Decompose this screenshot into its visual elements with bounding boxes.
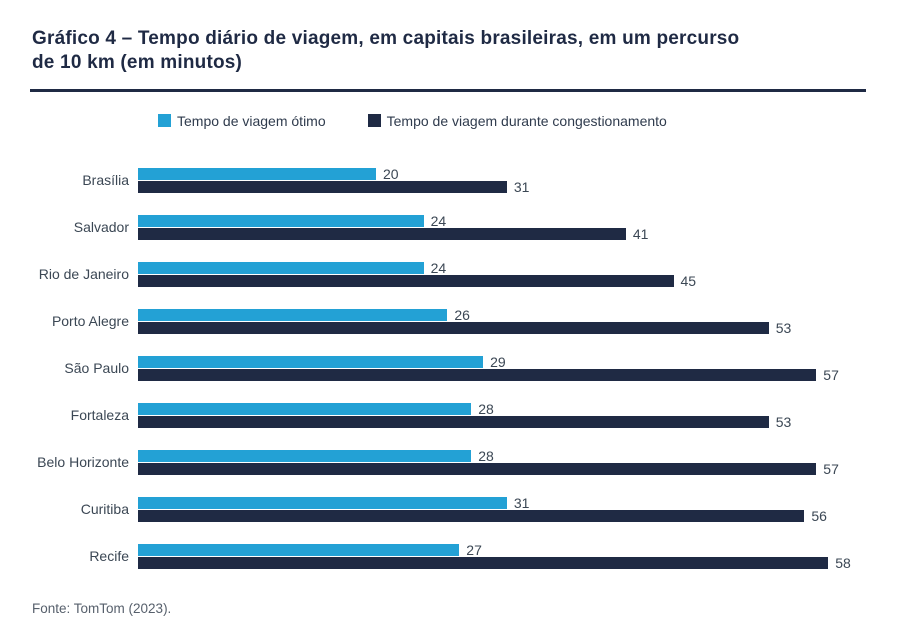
- bar-congestion: [138, 462, 817, 475]
- legend-swatch-navy-icon: [367, 114, 381, 128]
- bar-line-congestion: 56: [138, 507, 852, 524]
- category-label: São Paulo: [64, 360, 129, 377]
- bar-group: Curitiba 31 56: [32, 494, 886, 524]
- bar-line-optimal: 24: [138, 259, 852, 276]
- bar-line-optimal: 26: [138, 306, 852, 323]
- bar-line-congestion: 58: [138, 554, 852, 571]
- bar-optimal: [138, 449, 472, 462]
- category-label: Fortaleza: [70, 407, 129, 424]
- bar-congestion: [138, 415, 769, 428]
- title-underline: [30, 88, 866, 92]
- page-title-line1: Gráfico 4 – Tempo diário de viagem, em c…: [32, 27, 740, 49]
- bar-line-optimal: 20: [138, 165, 852, 182]
- bar-line-optimal: 31: [138, 494, 852, 511]
- bar-line-optimal: 29: [138, 353, 852, 370]
- bar-pair: 24 45: [138, 259, 852, 289]
- bar-pair: 28 57: [138, 447, 852, 477]
- bar-group: Fortaleza 28 53: [32, 400, 886, 430]
- chart-rows: Brasília 20 31 Salvador 24 41 Rio: [32, 165, 886, 571]
- category-label: Recife: [89, 548, 129, 565]
- bar-group: São Paulo 29 57: [32, 353, 886, 383]
- value-label-optimal: 24: [430, 259, 447, 276]
- legend-label-optimal: Tempo de viagem ótimo: [177, 112, 326, 129]
- page-title-line2: de 10 km (em minutos): [32, 52, 243, 74]
- bar-congestion: [138, 180, 507, 193]
- value-label-optimal: 27: [466, 541, 482, 558]
- bar-line-congestion: 41: [138, 225, 852, 242]
- bar-line-congestion: 31: [138, 178, 852, 195]
- bar-optimal: [138, 214, 424, 227]
- bar-optimal: [138, 167, 376, 180]
- bar-congestion: [138, 274, 674, 287]
- bar-pair: 29 57: [138, 353, 852, 383]
- bar-pair: 20 31: [138, 165, 852, 195]
- value-label-optimal: 28: [478, 400, 494, 417]
- value-label-congestion: 53: [775, 413, 792, 430]
- bar-line-congestion: 57: [138, 460, 852, 477]
- bar-pair: 31 56: [138, 494, 852, 524]
- bar-group: Belo Horizonte 28 57: [32, 447, 886, 477]
- bar-congestion: [138, 227, 626, 240]
- bar-group: Rio de Janeiro 24 45: [32, 259, 886, 289]
- bar-line-optimal: 28: [138, 400, 852, 417]
- bar-pair: 28 53: [138, 400, 852, 430]
- category-label: Curitiba: [80, 501, 129, 518]
- bar-group: Porto Alegre 26 53: [32, 306, 886, 336]
- category-label: Belo Horizonte: [37, 454, 129, 471]
- bar-line-congestion: 45: [138, 272, 852, 289]
- value-label-congestion: 31: [513, 178, 530, 195]
- category-label: Salvador: [73, 219, 129, 236]
- bar-optimal: [138, 543, 460, 556]
- bar-congestion: [138, 509, 805, 522]
- value-label-congestion: 53: [775, 319, 792, 336]
- bar-congestion: [138, 556, 829, 569]
- value-label-optimal: 31: [513, 494, 530, 511]
- bar-optimal: [138, 355, 484, 368]
- bar-optimal: [138, 261, 424, 274]
- value-label-optimal: 29: [490, 353, 506, 370]
- source-note: Fonte: TomTom (2023).: [32, 600, 172, 616]
- chart-legend: Tempo de viagem ótimo Tempo de viagem du…: [158, 113, 886, 129]
- bar-pair: 27 58: [138, 541, 852, 571]
- bar-optimal: [138, 402, 472, 415]
- value-label-congestion: 57: [823, 366, 839, 383]
- bar-pair: 26 53: [138, 306, 852, 336]
- page-title: Gráfico 4 – Tempo diário de viagem, em c…: [32, 27, 886, 76]
- value-label-optimal: 24: [430, 212, 447, 229]
- bar-congestion: [138, 321, 769, 334]
- value-label-optimal: 20: [383, 165, 399, 182]
- value-label-congestion: 56: [811, 507, 827, 524]
- value-label-optimal: 28: [478, 447, 494, 464]
- category-label: Porto Alegre: [51, 313, 129, 330]
- legend-item-optimal: Tempo de viagem ótimo: [158, 113, 326, 129]
- bar-optimal: [138, 496, 507, 509]
- bar-line-congestion: 57: [138, 366, 852, 383]
- value-label-congestion: 57: [823, 460, 839, 477]
- bar-group: Recife 27 58: [32, 541, 886, 571]
- bar-line-optimal: 24: [138, 212, 852, 229]
- legend-label-congestion: Tempo de viagem durante congestionamento: [386, 112, 667, 129]
- bar-group: Brasília 20 31: [32, 165, 886, 195]
- bar-line-optimal: 27: [138, 541, 852, 558]
- bar-line-congestion: 53: [138, 319, 852, 336]
- value-label-optimal: 26: [454, 306, 470, 323]
- value-label-congestion: 45: [680, 272, 697, 289]
- value-label-congestion: 58: [835, 554, 851, 571]
- bar-congestion: [138, 368, 817, 381]
- legend-swatch-blue-icon: [158, 114, 171, 128]
- category-label: Brasília: [82, 172, 129, 189]
- legend-item-congestion: Tempo de viagem durante congestionamento: [367, 112, 667, 129]
- bar-chart: Brasília 20 31 Salvador 24 41 Rio: [32, 165, 886, 571]
- bar-pair: 24 41: [138, 212, 852, 242]
- bar-line-optimal: 28: [138, 447, 852, 464]
- value-label-congestion: 41: [632, 225, 649, 242]
- bar-group: Salvador 24 41: [32, 212, 886, 242]
- bar-optimal: [138, 308, 448, 321]
- bar-line-congestion: 53: [138, 413, 852, 430]
- category-label: Rio de Janeiro: [38, 266, 129, 283]
